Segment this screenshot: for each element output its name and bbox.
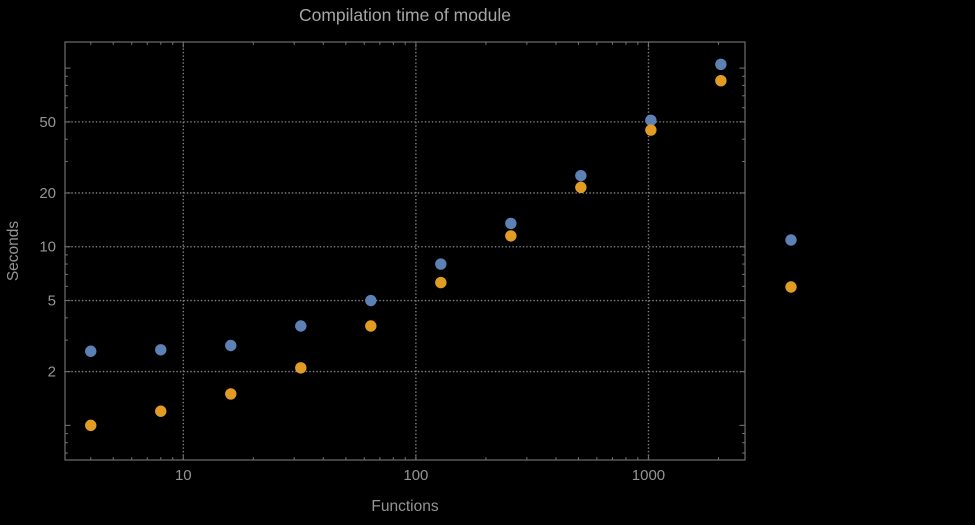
data-point-orange <box>225 388 237 400</box>
data-point-blue <box>505 217 517 230</box>
x-tick-label: 10 <box>175 467 192 484</box>
y-tick-label: 50 <box>39 114 56 131</box>
data-point-orange <box>575 181 587 194</box>
data-point-blue <box>365 294 377 307</box>
data-point-orange <box>505 230 517 242</box>
data-point-orange <box>85 419 97 432</box>
data-point-orange <box>715 75 727 87</box>
legend-marker-orange <box>785 281 797 293</box>
data-point-orange <box>365 320 377 332</box>
x-tick-label: 1000 <box>632 467 665 484</box>
data-point-blue <box>225 339 237 352</box>
legend-marker-blue <box>785 234 797 246</box>
x-tick-label: 100 <box>403 467 428 484</box>
y-tick-label: 5 <box>48 293 56 310</box>
plot-frame <box>64 41 746 461</box>
data-point-orange <box>435 276 447 289</box>
chart-title: Compilation time of module <box>298 5 512 25</box>
data-point-blue <box>715 58 727 71</box>
x-axis-label: Functions <box>371 498 439 515</box>
data-point-orange <box>645 124 657 136</box>
y-axis-label: Seconds <box>5 220 22 282</box>
data-point-blue <box>85 345 97 357</box>
y-tick-label: 2 <box>48 364 56 381</box>
data-point-orange <box>155 405 167 417</box>
data-point-blue <box>645 114 657 127</box>
data-point-blue <box>575 169 587 182</box>
data-point-orange <box>295 362 307 374</box>
data-point-blue <box>155 344 167 356</box>
y-tick-label: 10 <box>39 239 56 256</box>
y-tick-label: 20 <box>39 185 56 202</box>
data-point-blue <box>435 258 447 270</box>
data-point-blue <box>295 320 307 332</box>
